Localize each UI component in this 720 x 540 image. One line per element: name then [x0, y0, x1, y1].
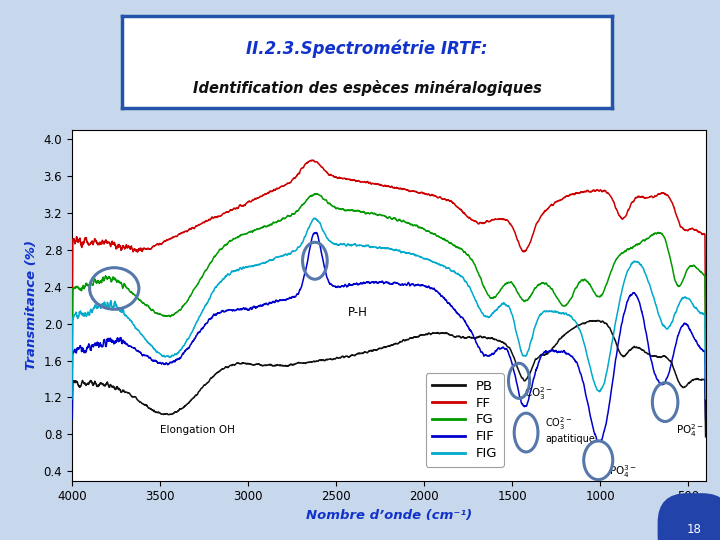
Text: $\mathregular{PO_4^{2-}}$: $\mathregular{PO_4^{2-}}$	[675, 423, 703, 440]
Legend: PB, FF, FG, FIF, FIG: PB, FF, FG, FIF, FIG	[426, 373, 504, 467]
Y-axis label: Transmitance (%): Transmitance (%)	[25, 240, 38, 370]
Text: 18: 18	[687, 523, 702, 536]
Text: II.2.3.Spectrométrie IRTF:: II.2.3.Spectrométrie IRTF:	[246, 39, 488, 58]
Text: Identification des espèces minéralogiques: Identification des espèces minéralogique…	[193, 80, 541, 96]
Text: Elongation OH: Elongation OH	[160, 426, 235, 435]
Text: P-H: P-H	[348, 306, 368, 319]
Text: $\mathregular{CO_3^{2-}}$
apatitique: $\mathregular{CO_3^{2-}}$ apatitique	[546, 415, 595, 444]
Text: $\mathregular{CO_3^{2-}}$: $\mathregular{CO_3^{2-}}$	[524, 386, 553, 402]
X-axis label: Nombre d’onde (cm⁻¹): Nombre d’onde (cm⁻¹)	[306, 509, 472, 522]
Text: $\mathregular{PO_4^{3-}}$: $\mathregular{PO_4^{3-}}$	[609, 463, 636, 480]
